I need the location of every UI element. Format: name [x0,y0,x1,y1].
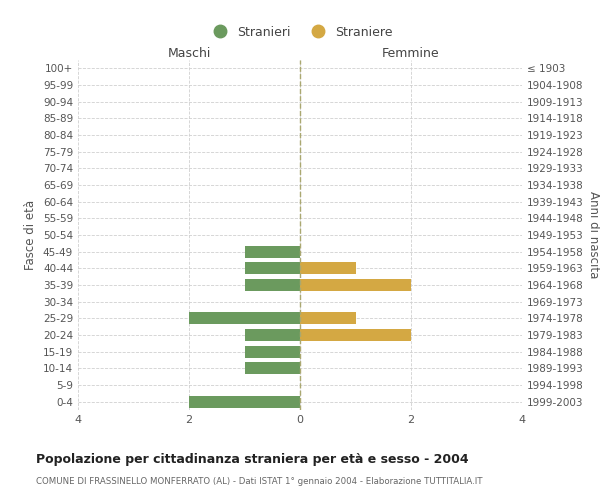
Bar [300,312,355,324]
Bar [300,329,411,341]
Legend: Stranieri, Straniere: Stranieri, Straniere [202,20,398,44]
Bar [189,396,300,407]
Text: COMUNE DI FRASSINELLO MONFERRATO (AL) - Dati ISTAT 1° gennaio 2004 - Elaborazion: COMUNE DI FRASSINELLO MONFERRATO (AL) - … [36,478,482,486]
Bar [245,346,300,358]
Text: Femmine: Femmine [382,47,440,60]
Bar [245,262,300,274]
Text: Maschi: Maschi [167,47,211,60]
Bar [300,262,355,274]
Bar [245,329,300,341]
Bar [245,246,300,258]
Bar [189,312,300,324]
Y-axis label: Anni di nascita: Anni di nascita [587,192,600,278]
Y-axis label: Fasce di età: Fasce di età [25,200,37,270]
Text: Popolazione per cittadinanza straniera per età e sesso - 2004: Popolazione per cittadinanza straniera p… [36,452,469,466]
Bar [245,279,300,291]
Bar [245,362,300,374]
Bar [300,279,411,291]
